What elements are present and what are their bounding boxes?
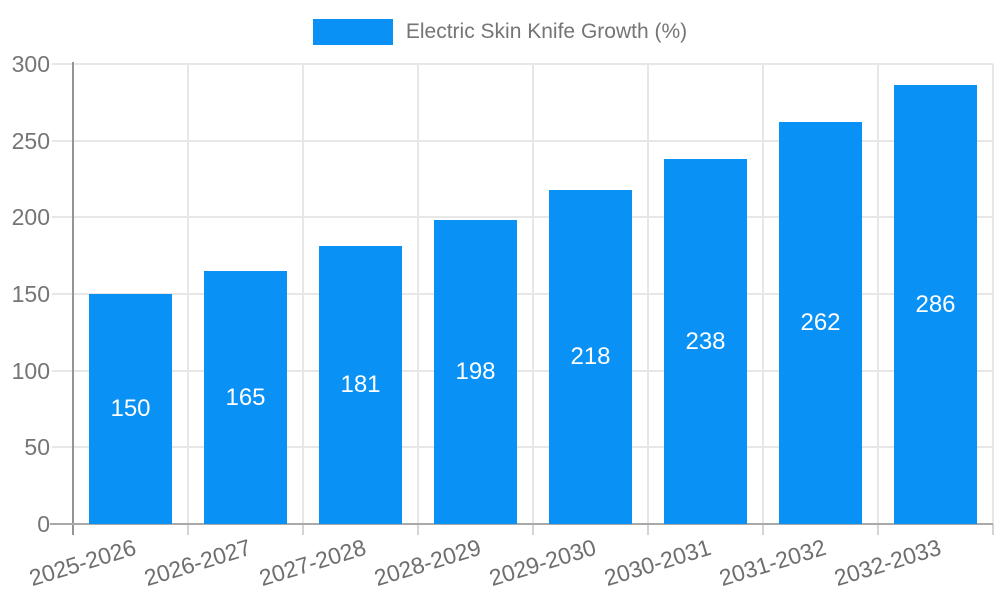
gridline-horizontal bbox=[52, 139, 993, 142]
gridline-vertical bbox=[302, 64, 304, 524]
bar-value-label: 198 bbox=[455, 358, 496, 386]
tick-mark bbox=[187, 524, 189, 535]
y-tick-label: 200 bbox=[11, 204, 50, 231]
gridline-horizontal bbox=[52, 293, 993, 295]
gridline-vertical bbox=[417, 64, 419, 524]
tick-mark bbox=[302, 524, 304, 535]
x-tick-label: 2029-2030 bbox=[485, 533, 599, 591]
bar[interactable] bbox=[204, 271, 287, 524]
y-axis-line bbox=[72, 62, 74, 535]
bar-value-label: 181 bbox=[340, 371, 381, 399]
tick-mark bbox=[877, 524, 879, 535]
bar[interactable] bbox=[434, 220, 517, 524]
gridline-vertical bbox=[647, 64, 649, 524]
tick-mark bbox=[762, 524, 764, 535]
legend[interactable]: Electric Skin Knife Growth (%) bbox=[0, 16, 1000, 48]
gridline-vertical bbox=[187, 64, 189, 524]
tick-mark bbox=[992, 524, 994, 535]
gridline-vertical bbox=[762, 64, 764, 524]
gridline-horizontal bbox=[52, 63, 993, 65]
bar[interactable] bbox=[319, 246, 402, 524]
gridline-horizontal bbox=[52, 446, 993, 449]
gridline-horizontal bbox=[52, 216, 993, 219]
bar-value-label: 286 bbox=[915, 290, 956, 318]
x-tick-label: 2030-2031 bbox=[600, 533, 714, 591]
bar-value-label: 218 bbox=[570, 342, 611, 370]
y-tick-label: 250 bbox=[11, 127, 50, 154]
tick-mark bbox=[417, 524, 419, 535]
x-tick-label: 2027-2028 bbox=[255, 533, 369, 591]
gridline-vertical bbox=[532, 64, 534, 524]
y-tick-label: 0 bbox=[37, 511, 50, 537]
x-tick-label: 2032-2033 bbox=[830, 533, 944, 591]
bar-value-label: 238 bbox=[685, 327, 726, 355]
tick-mark bbox=[647, 524, 649, 535]
bar[interactable] bbox=[894, 85, 977, 524]
legend-label: Electric Skin Knife Growth (%) bbox=[405, 20, 688, 43]
x-tick-label: 2028-2029 bbox=[370, 533, 484, 591]
x-tick-label: 2025-2026 bbox=[25, 533, 139, 591]
bar-value-label: 165 bbox=[225, 383, 266, 411]
y-tick-label: 50 bbox=[24, 434, 50, 461]
gridline-vertical bbox=[992, 64, 994, 524]
bar[interactable] bbox=[779, 122, 862, 524]
bar[interactable] bbox=[549, 189, 632, 524]
bar-value-label: 150 bbox=[110, 395, 151, 422]
gridline-vertical bbox=[877, 64, 879, 524]
y-tick-label: 150 bbox=[11, 281, 50, 307]
x-tick-label: 2026-2027 bbox=[140, 533, 254, 591]
tick-mark bbox=[532, 524, 534, 535]
x-axis-line bbox=[50, 523, 993, 525]
bar[interactable] bbox=[664, 159, 747, 524]
legend-swatch bbox=[312, 19, 393, 45]
gridline-horizontal bbox=[52, 369, 993, 372]
bar-value-label: 262 bbox=[800, 309, 841, 337]
y-tick-label: 100 bbox=[11, 357, 50, 384]
x-tick-label: 2031-2032 bbox=[715, 533, 829, 591]
bar[interactable] bbox=[89, 294, 172, 524]
y-tick-label: 300 bbox=[11, 51, 50, 77]
